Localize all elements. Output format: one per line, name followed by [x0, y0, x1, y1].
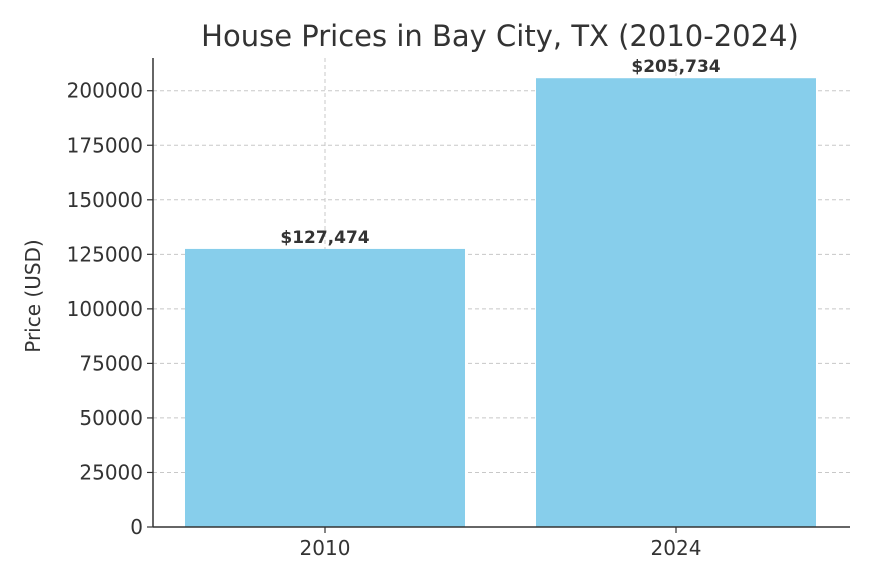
y-tick-label: 150000: [67, 188, 143, 212]
bars: [185, 78, 816, 528]
y-tick-label: 200000: [67, 79, 143, 103]
data-label-2024: $205,734: [631, 57, 720, 77]
chart-title: House Prices in Bay City, TX (2010-2024): [201, 19, 799, 53]
x-tick-label: 2024: [651, 536, 702, 560]
bar-2010: [185, 248, 465, 527]
y-tick-label: 175000: [67, 133, 143, 157]
data-label-2010: $127,474: [280, 228, 369, 248]
bar-2024: [536, 78, 816, 528]
axes: 0 25000 50000 75000 100000 125000 150000 175000…: [67, 58, 850, 560]
x-tick-label: 2010: [300, 536, 351, 560]
y-tick-label: 125000: [67, 242, 143, 266]
y-tick-label: 0: [130, 515, 143, 539]
y-tick-label: 50000: [79, 406, 143, 430]
y-axis-label: Price (USD): [21, 239, 45, 353]
y-tick-label: 100000: [67, 297, 143, 321]
y-tick-label: 75000: [79, 351, 143, 375]
y-tick-label: 25000: [79, 460, 143, 484]
data-labels: $127,474 $205,734: [280, 57, 720, 248]
